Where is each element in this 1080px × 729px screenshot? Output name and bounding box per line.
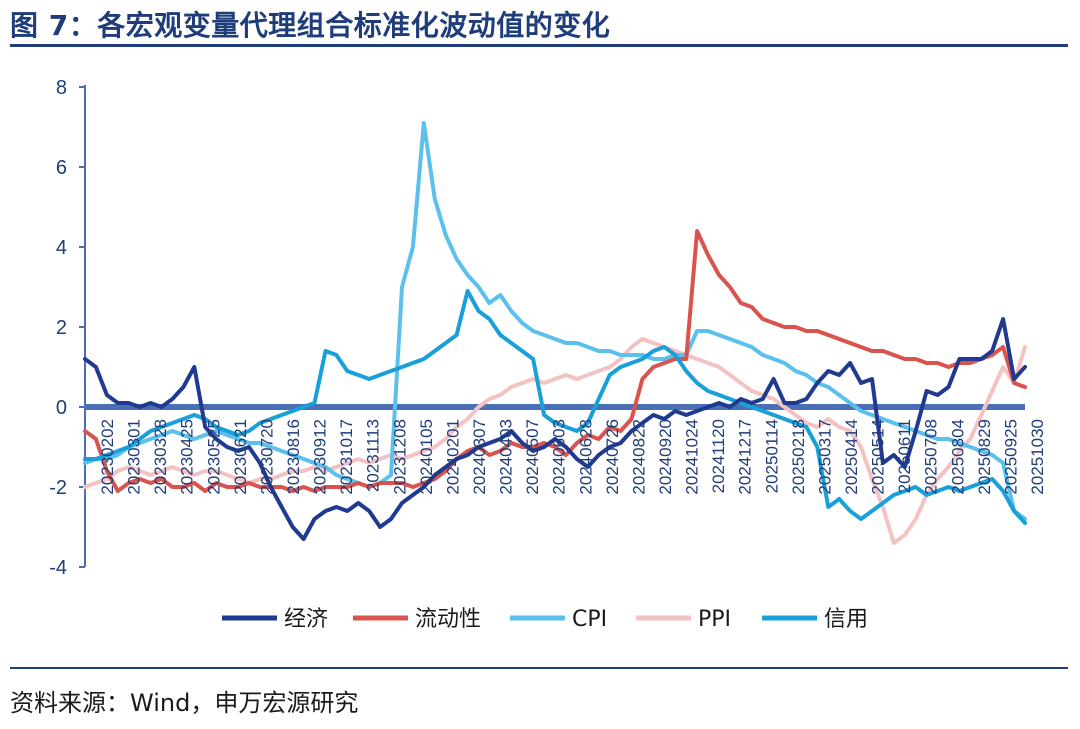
x-tick-label: 20231017 bbox=[337, 419, 356, 495]
chart-title: 图 7：各宏观变量代理组合标准化波动值的变化 bbox=[10, 9, 611, 42]
x-tick-label: 20240920 bbox=[656, 419, 675, 495]
x-tick-label: 20250114 bbox=[762, 419, 781, 493]
x-tick-label: 20241120 bbox=[709, 419, 728, 493]
x-tick-label: 20250708 bbox=[922, 419, 941, 495]
y-tick-label: 6 bbox=[56, 157, 67, 179]
x-tick-label: 20241217 bbox=[736, 419, 755, 495]
y-tick-label: 0 bbox=[56, 397, 67, 419]
x-tick-label: 20230525 bbox=[204, 419, 223, 495]
x-tick-label: 20240726 bbox=[603, 419, 622, 495]
x-tick-label: 20230816 bbox=[284, 419, 303, 495]
x-tick-label: 20240603 bbox=[550, 419, 569, 495]
title-divider bbox=[10, 44, 1068, 47]
x-tick-label: 20240628 bbox=[576, 419, 595, 495]
line-chart: -4 -2 0 2 4 6 8 20230202 20230301 20230328 202304… bbox=[49, 77, 1047, 632]
x-tick-label: 20250317 bbox=[815, 419, 834, 495]
x-tick-label: 20250414 bbox=[842, 419, 861, 495]
y-tick-label: -2 bbox=[49, 477, 67, 499]
legend-label: 信用 bbox=[824, 607, 868, 632]
x-tick-label: 20251030 bbox=[1028, 419, 1047, 495]
x-tick-label: 20250829 bbox=[975, 419, 994, 495]
x-tick-label: 20240105 bbox=[417, 419, 436, 495]
x-tick-label: 20230912 bbox=[311, 419, 330, 495]
data-source: 资料来源：Wind，申万宏源研究 bbox=[10, 689, 359, 717]
x-tick-label: 20240822 bbox=[629, 419, 648, 495]
y-tick-label: 4 bbox=[56, 237, 67, 259]
legend-label: 经济 bbox=[284, 607, 328, 632]
legend-label: CPI bbox=[572, 607, 607, 632]
series-line-0 bbox=[83, 317, 1027, 541]
y-tick-label: -4 bbox=[49, 557, 67, 579]
x-tick-label: 20240403 bbox=[497, 419, 516, 495]
series-line-4 bbox=[83, 289, 1027, 525]
x-tick-label: 20230328 bbox=[151, 419, 170, 495]
legend-label: 流动性 bbox=[415, 607, 481, 632]
x-tick-label: 20240307 bbox=[470, 419, 489, 495]
x-tick-label: 20230720 bbox=[257, 419, 276, 495]
x-tick-label: 20230425 bbox=[178, 419, 197, 495]
y-tick-label: 2 bbox=[56, 317, 67, 339]
x-tick-label: 20231113 bbox=[364, 419, 383, 492]
x-tick-label: 20231208 bbox=[390, 419, 409, 495]
x-tick-label: 20250218 bbox=[789, 419, 808, 495]
x-tick-label: 20250611 bbox=[895, 419, 914, 493]
x-tick-label: 20240201 bbox=[443, 419, 462, 495]
y-tick-label: 8 bbox=[56, 77, 67, 99]
x-tick-label: 20230621 bbox=[231, 419, 250, 495]
x-tick-label: 20230202 bbox=[98, 419, 117, 495]
legend-label: PPI bbox=[698, 607, 731, 632]
series-line-2 bbox=[83, 121, 1027, 521]
footer-divider bbox=[10, 667, 1068, 669]
x-tick-label: 20240507 bbox=[523, 419, 542, 495]
series-line-3 bbox=[83, 337, 1027, 545]
x-tick-label: 20250804 bbox=[948, 419, 967, 495]
x-tick-label: 20250514 bbox=[869, 419, 888, 495]
x-tick-label: 20250925 bbox=[1001, 419, 1020, 495]
series-line-1 bbox=[83, 229, 1027, 493]
x-tick-label: 20241024 bbox=[683, 419, 702, 495]
x-tick-label: 20230301 bbox=[125, 419, 144, 495]
